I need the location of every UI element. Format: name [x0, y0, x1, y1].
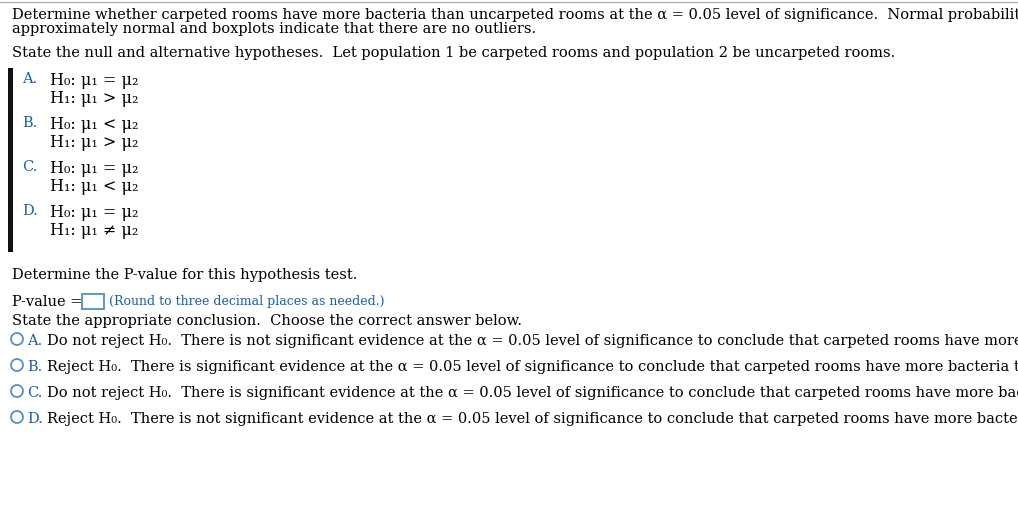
Text: H₀: μ₁ = μ₂: H₀: μ₁ = μ₂ — [50, 72, 138, 89]
Text: H₁: μ₁ > μ₂: H₁: μ₁ > μ₂ — [50, 90, 138, 107]
Text: H₁: μ₁ ≠ μ₂: H₁: μ₁ ≠ μ₂ — [50, 222, 138, 239]
Text: B.: B. — [27, 360, 43, 374]
Text: H₀: μ₁ = μ₂: H₀: μ₁ = μ₂ — [50, 204, 138, 221]
Text: H₁: μ₁ > μ₂: H₁: μ₁ > μ₂ — [50, 134, 138, 151]
Text: C.: C. — [27, 386, 43, 400]
Text: State the appropriate conclusion.  Choose the correct answer below.: State the appropriate conclusion. Choose… — [12, 314, 522, 328]
Text: C.: C. — [22, 160, 38, 174]
Text: Determine whether carpeted rooms have more bacteria than uncarpeted rooms at the: Determine whether carpeted rooms have mo… — [12, 8, 1018, 22]
Text: Do not reject H₀.  There is significant evidence at the α = 0.05 level of signif: Do not reject H₀. There is significant e… — [47, 386, 1018, 400]
FancyBboxPatch shape — [82, 294, 104, 309]
Text: H₀: μ₁ = μ₂: H₀: μ₁ = μ₂ — [50, 160, 138, 177]
Text: approximately normal and boxplots indicate that there are no outliers.: approximately normal and boxplots indica… — [12, 22, 536, 36]
Text: B.: B. — [22, 116, 38, 130]
Text: H₀: μ₁ < μ₂: H₀: μ₁ < μ₂ — [50, 116, 138, 133]
Text: Determine the P-value for this hypothesis test.: Determine the P-value for this hypothesi… — [12, 268, 357, 282]
Text: P-value =: P-value = — [12, 295, 87, 309]
Bar — [8, 68, 13, 252]
Text: A.: A. — [27, 334, 43, 348]
Text: D.: D. — [27, 412, 43, 426]
Text: Reject H₀.  There is not significant evidence at the α = 0.05 level of significa: Reject H₀. There is not significant evid… — [47, 412, 1018, 426]
Text: State the null and alternative hypotheses.  Let population 1 be carpeted rooms a: State the null and alternative hypothese… — [12, 46, 895, 60]
Text: Do not reject H₀.  There is not significant evidence at the α = 0.05 level of si: Do not reject H₀. There is not significa… — [47, 334, 1018, 348]
Text: (Round to three decimal places as needed.): (Round to three decimal places as needed… — [109, 295, 385, 308]
Text: Reject H₀.  There is significant evidence at the α = 0.05 level of significance : Reject H₀. There is significant evidence… — [47, 360, 1018, 374]
Text: D.: D. — [22, 204, 38, 218]
Text: A.: A. — [22, 72, 38, 86]
Text: H₁: μ₁ < μ₂: H₁: μ₁ < μ₂ — [50, 178, 138, 195]
